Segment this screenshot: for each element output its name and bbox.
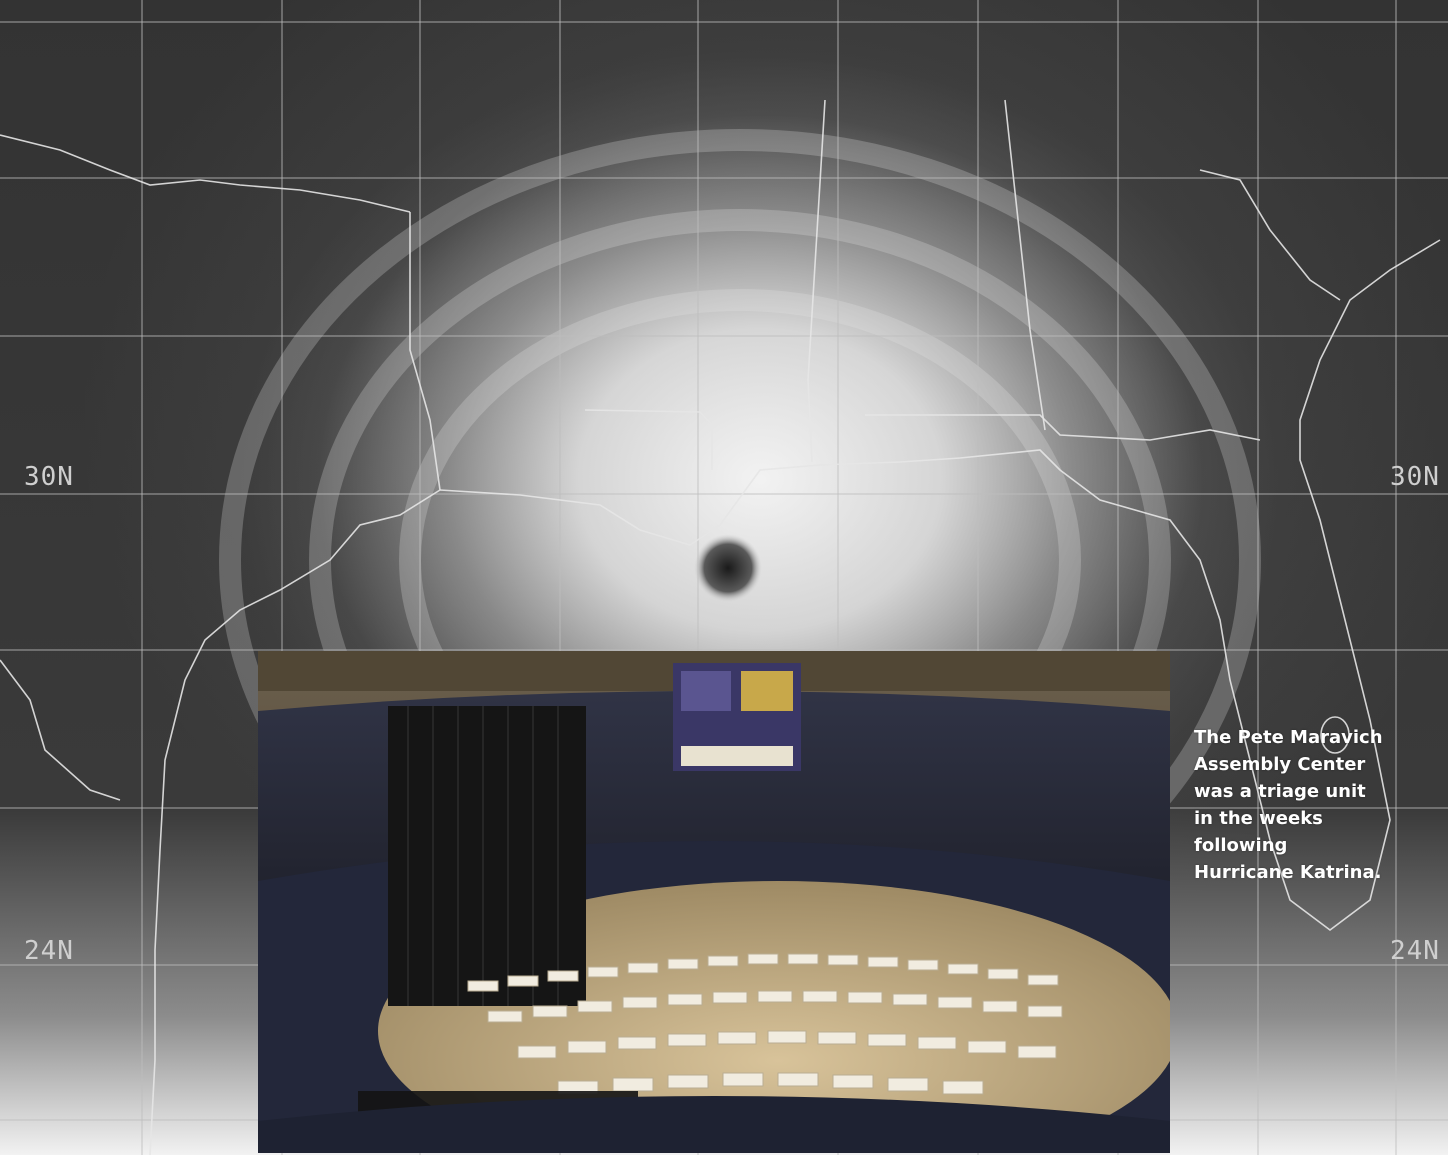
arena-illustration <box>258 651 1170 1153</box>
lat-label-24n-left: 24N <box>24 936 74 966</box>
lat-label-24n-right: 24N <box>1390 936 1440 966</box>
photo-caption: The Pete Maravich Assembly Center was a … <box>1194 727 1383 883</box>
coastline-texas <box>149 489 441 1155</box>
border-line <box>1004 99 1046 431</box>
curtain-folds <box>407 706 559 1006</box>
arena-photo <box>258 651 1170 1153</box>
border-line <box>409 212 441 491</box>
hurricane-eye <box>694 534 762 602</box>
scoreboard-panel <box>681 671 731 711</box>
border-line <box>0 659 121 801</box>
border-line <box>584 409 713 470</box>
front-seating <box>258 1096 1170 1153</box>
lat-label-30n-left: 30N <box>24 462 74 492</box>
coastline-florida <box>959 239 1441 931</box>
lat-label-30n-right: 30N <box>1390 462 1440 492</box>
cot-rows <box>467 953 1063 1095</box>
coastline-louisiana <box>439 457 961 546</box>
border-line <box>865 414 1261 441</box>
border-line <box>0 134 411 213</box>
border-line <box>807 99 826 463</box>
scoreboard-panel <box>741 671 793 711</box>
coastlines <box>0 99 1441 1155</box>
lake-okeechobee <box>1320 716 1350 754</box>
border-line <box>1199 169 1341 301</box>
scoreboard-banner <box>681 746 793 766</box>
black-curtain <box>388 706 586 1006</box>
